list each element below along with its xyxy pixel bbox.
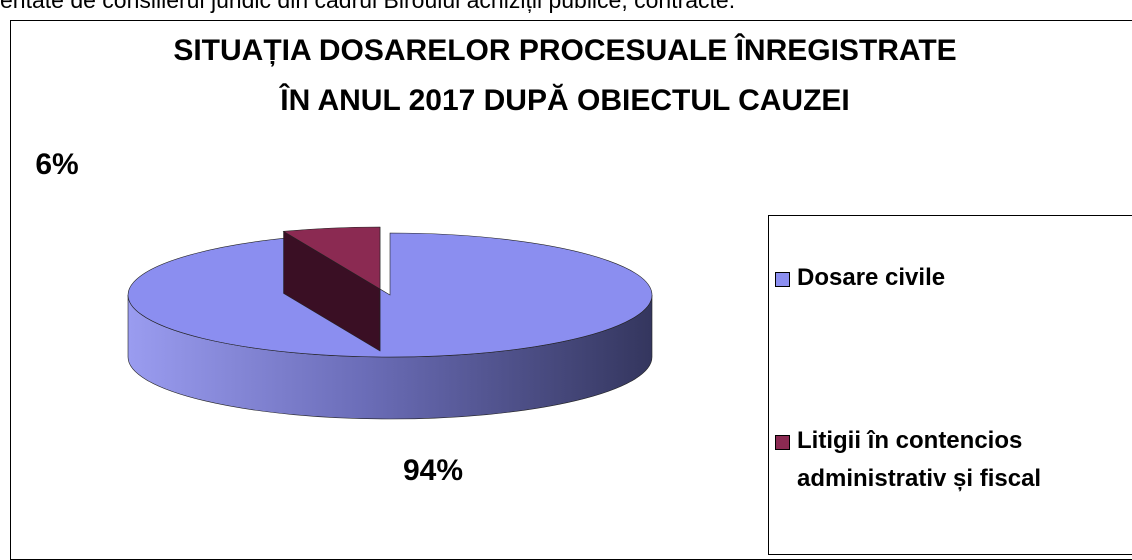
header-text: entate de consilierul juridic din cadrul… bbox=[0, 0, 736, 13]
legend-swatch bbox=[775, 435, 790, 450]
legend-label: Dosare civile bbox=[797, 264, 946, 291]
data-label: 6% bbox=[35, 148, 78, 181]
chart: SITUAȚIA DOSARELOR PROCESUALE ÎNREGISTRA… bbox=[35, 33, 956, 487]
legend-swatch bbox=[775, 272, 790, 287]
pie-slice bbox=[127, 232, 653, 358]
legend: Dosare civile Litigii în contencios admin… bbox=[768, 215, 1132, 555]
chart-title: ÎN ANUL 2017 DUPĂ OBIECTUL CAUZEI bbox=[278, 83, 850, 117]
legend-label: Litigii în contencios administrativ și f… bbox=[797, 427, 1042, 492]
data-label: 94% bbox=[403, 454, 463, 487]
pie-slice bbox=[282, 226, 381, 290]
chart-title: SITUAȚIA DOSARELOR PROCESUALE ÎNREGISTRA… bbox=[173, 33, 956, 67]
